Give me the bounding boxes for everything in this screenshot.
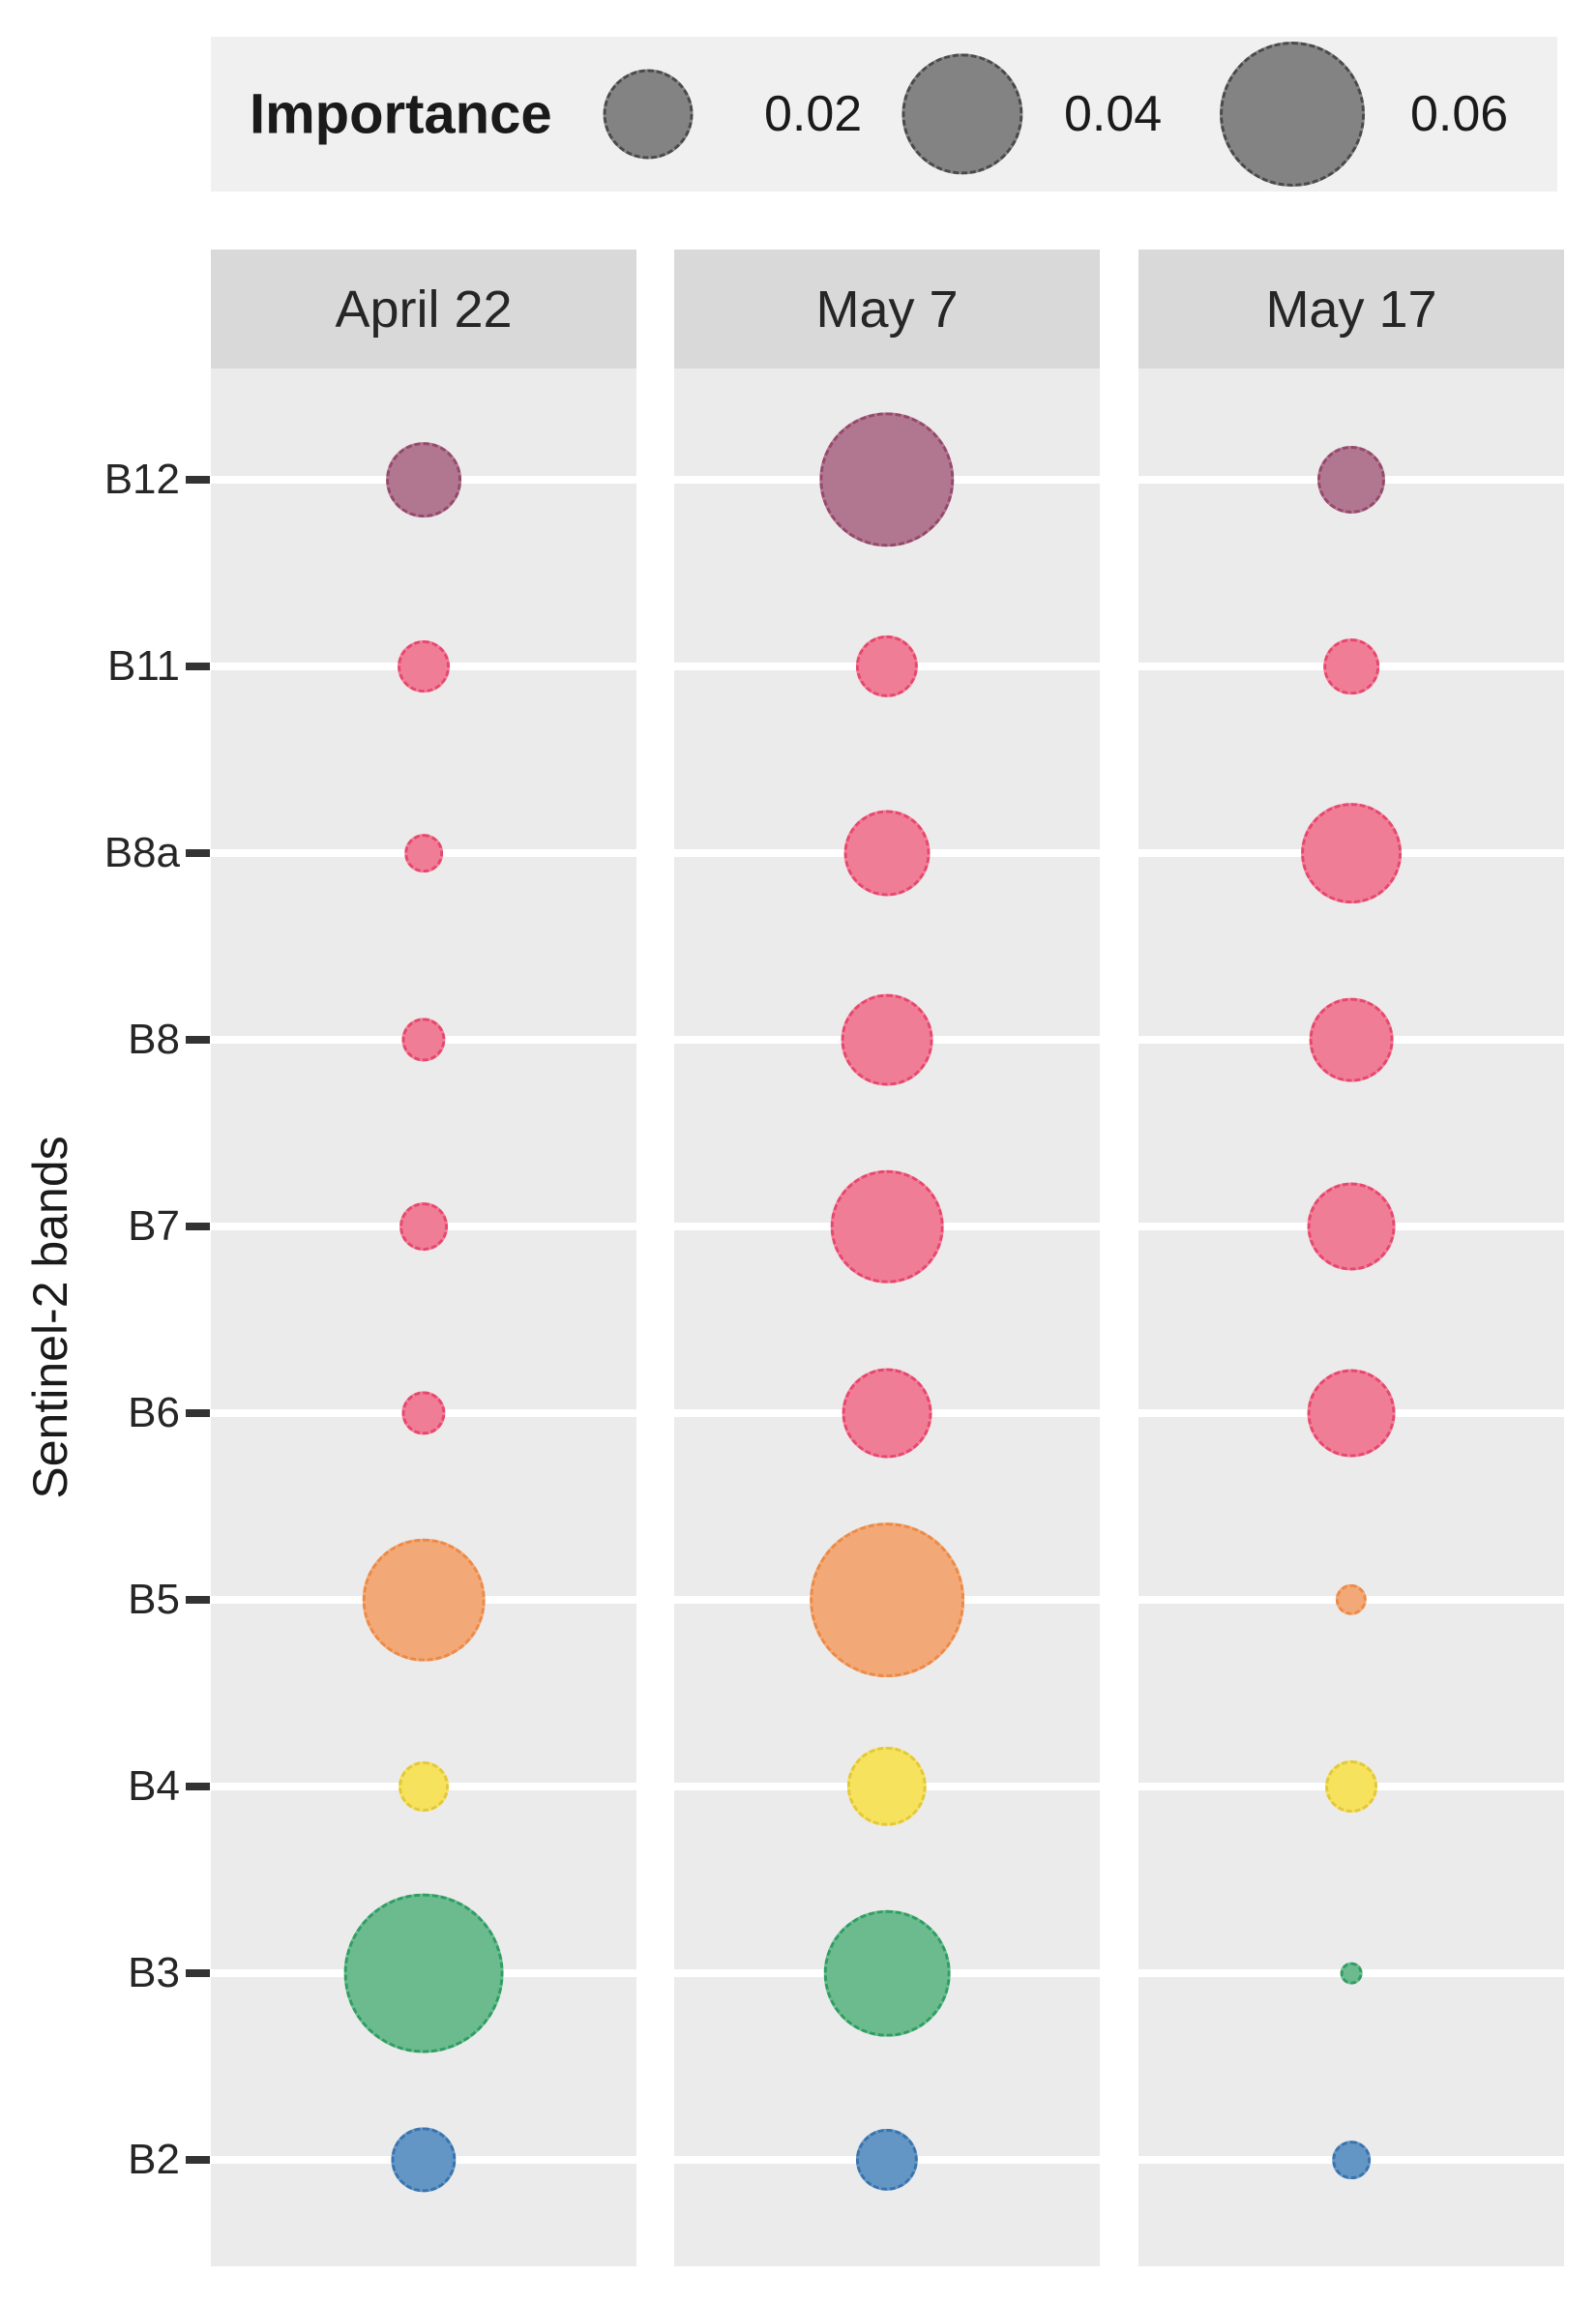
panel-body-may-17 bbox=[1138, 369, 1564, 2266]
y-axis-label-b2: B2 bbox=[128, 2136, 180, 2183]
panel-body-may-7 bbox=[674, 369, 1100, 2266]
bubble-b3 bbox=[823, 1909, 951, 2037]
bubble-b4 bbox=[846, 1746, 928, 1827]
bubble-b4 bbox=[399, 1761, 449, 1812]
y-axis-label-b5: B5 bbox=[128, 1576, 180, 1623]
y-axis-label-b11: B11 bbox=[106, 642, 180, 690]
bubble-b6 bbox=[842, 1368, 932, 1459]
y-axis-tick bbox=[186, 476, 210, 484]
panel-header-may-7: May 7 bbox=[674, 250, 1100, 369]
bubble-b3 bbox=[343, 1893, 504, 2053]
y-axis-label-b6: B6 bbox=[128, 1389, 180, 1436]
legend-size-value: 0.04 bbox=[1064, 86, 1163, 142]
size-legend: Importance 0.02 0.04 0.06 bbox=[211, 37, 1557, 192]
legend-size-circle bbox=[901, 53, 1023, 175]
y-axis-tick bbox=[186, 1596, 210, 1604]
bubble-b11 bbox=[1323, 638, 1379, 694]
bubble-b12 bbox=[386, 442, 461, 517]
bubble-b3 bbox=[1340, 1962, 1363, 1985]
bubble-b5 bbox=[362, 1538, 486, 1662]
bubble-b12 bbox=[819, 412, 955, 547]
bubble-b5 bbox=[810, 1522, 964, 1677]
bubble-b8a bbox=[843, 810, 931, 897]
bubble-b7 bbox=[399, 1202, 448, 1251]
y-axis-tick bbox=[186, 1223, 210, 1230]
bubble-b8a bbox=[404, 834, 443, 872]
panel-header-april-22: April 22 bbox=[211, 250, 636, 369]
legend-size-circle bbox=[1220, 42, 1365, 187]
y-axis-label-b8a: B8a bbox=[103, 829, 180, 876]
bubble-b5 bbox=[1335, 1583, 1368, 1616]
y-axis-label-b8: B8 bbox=[128, 1016, 180, 1063]
bubble-b11 bbox=[855, 635, 919, 698]
y-axis-tick bbox=[186, 1409, 210, 1417]
bubble-b4 bbox=[1325, 1760, 1377, 1813]
y-axis-tick bbox=[186, 1036, 210, 1044]
bubble-b8 bbox=[841, 993, 933, 1086]
y-axis-label-b7: B7 bbox=[128, 1202, 180, 1250]
bubble-b8 bbox=[401, 1018, 446, 1062]
panel-body-april-22 bbox=[211, 369, 636, 2266]
y-axis-tick bbox=[186, 849, 210, 857]
bubble-b12 bbox=[1316, 445, 1386, 515]
y-axis-tick bbox=[186, 2156, 210, 2164]
bubble-b11 bbox=[398, 640, 450, 693]
y-axis-tick bbox=[186, 1783, 210, 1790]
legend-size-value: 0.02 bbox=[764, 86, 863, 142]
y-axis-title: Sentinel-2 bands bbox=[23, 1136, 77, 1499]
bubble-b8 bbox=[1309, 997, 1394, 1082]
bubble-b7 bbox=[830, 1169, 944, 1284]
bubble-b7 bbox=[1307, 1182, 1396, 1271]
bubble-b2 bbox=[391, 2127, 457, 2193]
bubble-b6 bbox=[401, 1391, 446, 1435]
bubble-b8a bbox=[1301, 803, 1402, 903]
panel-header-may-17: May 17 bbox=[1138, 250, 1564, 369]
y-axis-tick bbox=[186, 1969, 210, 1977]
y-axis-tick bbox=[186, 663, 210, 670]
y-axis-label-b3: B3 bbox=[128, 1949, 180, 1996]
bubble-b6 bbox=[1307, 1369, 1396, 1458]
bubble-b2 bbox=[1332, 2141, 1371, 2179]
legend-title: Importance bbox=[250, 82, 552, 146]
y-axis-label-b12: B12 bbox=[103, 456, 180, 503]
legend-size-value: 0.06 bbox=[1410, 86, 1509, 142]
y-axis-label-b4: B4 bbox=[128, 1762, 180, 1810]
legend-size-circle bbox=[603, 69, 694, 160]
bubble-b2 bbox=[855, 2128, 919, 2192]
